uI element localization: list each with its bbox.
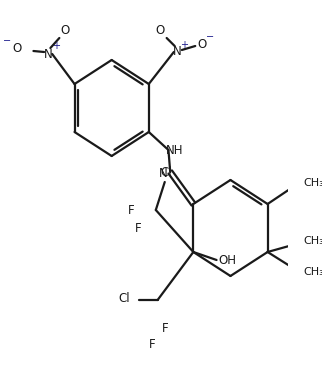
Text: −: −	[3, 36, 11, 46]
Text: N: N	[173, 45, 182, 58]
Text: O: O	[198, 38, 207, 51]
Text: F: F	[161, 321, 168, 335]
Text: NH: NH	[166, 144, 184, 156]
Text: O: O	[155, 24, 164, 37]
Text: N: N	[159, 166, 167, 179]
Text: Cl: Cl	[119, 292, 130, 304]
Text: +: +	[181, 40, 188, 50]
Text: CH₃: CH₃	[303, 178, 322, 188]
Text: −: −	[206, 32, 214, 42]
Text: CH₃: CH₃	[303, 236, 322, 246]
Text: N: N	[44, 48, 53, 61]
Text: CH₃: CH₃	[303, 267, 322, 277]
Text: O: O	[60, 24, 69, 37]
Text: OH: OH	[218, 254, 236, 266]
Text: O: O	[13, 41, 22, 55]
Text: F: F	[135, 221, 141, 235]
Text: F: F	[128, 203, 134, 217]
Text: F: F	[149, 338, 156, 351]
Text: +: +	[52, 41, 60, 51]
Text: Cl: Cl	[161, 166, 172, 179]
